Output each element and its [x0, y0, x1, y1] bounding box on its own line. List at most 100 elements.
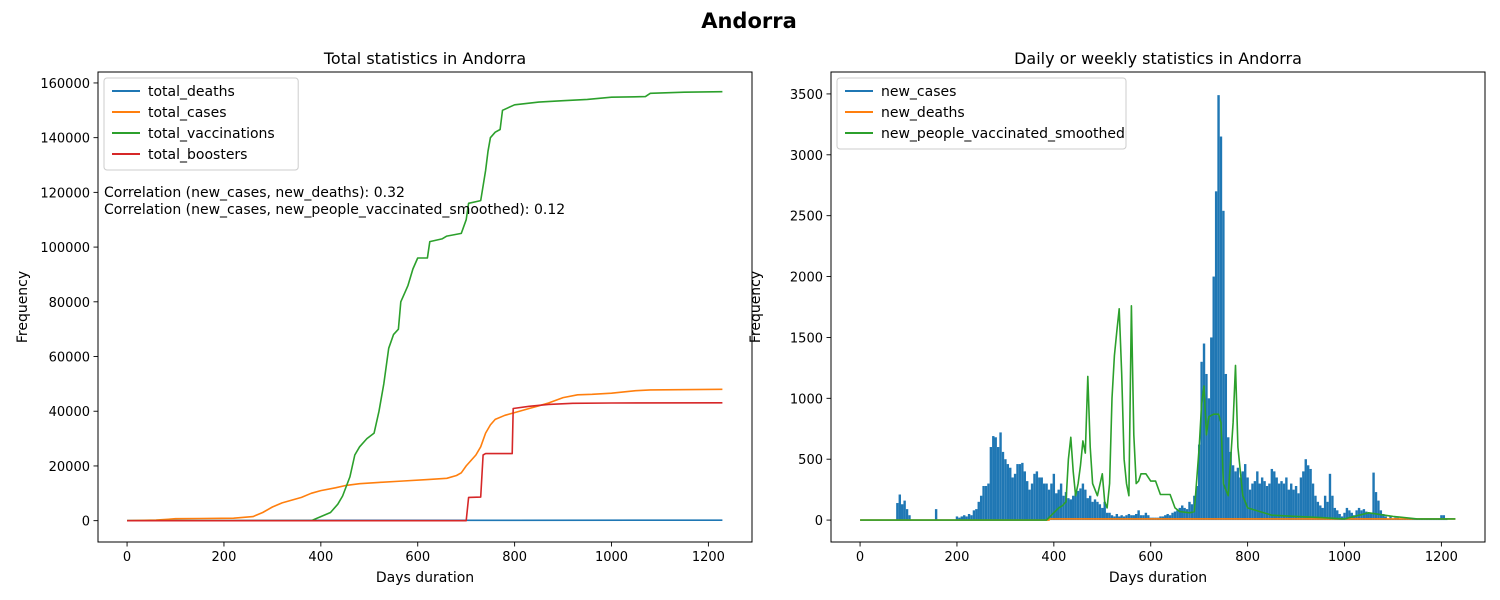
series-line-total_boosters [127, 402, 723, 522]
bar-new_cases-183 [1382, 513, 1385, 521]
bar-new_cases-128 [1248, 489, 1252, 521]
bar-new_cases-159 [1323, 495, 1327, 521]
bar-new_cases-162 [1331, 495, 1334, 521]
bar-new_cases-69 [1105, 512, 1109, 521]
x-tick-label: 200 [212, 550, 237, 565]
bar-new_cases-36 [1026, 481, 1029, 521]
legend-box [836, 77, 1127, 150]
chart-title: Daily or weekly statistics in Andorra [1014, 49, 1302, 68]
bar-new_cases-120 [1229, 451, 1232, 521]
bar-new_cases-134 [1263, 481, 1266, 521]
bar-new_cases-68 [1103, 501, 1106, 521]
bar-new_cases-51 [1062, 495, 1065, 521]
bar-new_cases-110 [1205, 373, 1208, 521]
bar-new_cases-118 [1224, 373, 1228, 521]
bar-new_cases-11 [965, 516, 968, 521]
bar-new_cases-116 [1219, 136, 1223, 521]
bar-new_cases-160 [1326, 501, 1329, 521]
bar-new_cases-54 [1069, 499, 1072, 521]
bar-new_cases-39 [1033, 473, 1036, 521]
bar-new_cases-49 [1057, 489, 1060, 521]
x-tick-label: 800 [502, 550, 527, 565]
legend-label-total_vaccinations: total_vaccinations [148, 126, 275, 142]
bar-new_cases-43 [1042, 483, 1046, 521]
x-tick-label: 400 [308, 550, 333, 565]
bar-new_cases-17 [979, 495, 983, 521]
bar-new_cases-86 [1147, 515, 1150, 521]
correlation-annotation: Correlation (new_cases, new_deaths): 0.3… [104, 185, 405, 201]
y-tick-label: 1000 [790, 392, 823, 407]
bar-new_cases-78 [1127, 513, 1131, 521]
y-tick-label: 60000 [49, 351, 90, 366]
bar-new_cases-48 [1055, 493, 1058, 521]
bar-new_cases-99 [1178, 507, 1181, 521]
bar-new_cases-149 [1299, 477, 1303, 521]
bar-new_cases-0 [896, 503, 899, 521]
bar-new_cases-107 [1197, 444, 1201, 521]
bar-new_cases-44 [1045, 483, 1048, 521]
bar-new_cases-111 [1207, 398, 1211, 521]
bar-new_cases-59 [1081, 483, 1085, 521]
bar-new_cases-40 [1035, 471, 1039, 521]
bar-new_cases-20 [987, 483, 990, 521]
bar-new_cases-52 [1064, 492, 1068, 521]
bar-new_cases-150 [1302, 471, 1305, 521]
legend-label-total_deaths: total_deaths [148, 84, 235, 100]
bar-new_cases-24 [996, 447, 1000, 521]
series-line-new_people_vaccinated_smoothed [860, 305, 1456, 521]
y-tick-label: 100000 [40, 241, 90, 256]
bar-new_cases-71 [1110, 515, 1114, 521]
bar-new_cases-169 [1348, 510, 1351, 521]
bar-new_cases-83 [1139, 515, 1143, 521]
bar-new_cases-131 [1256, 471, 1259, 521]
bar-new_cases-155 [1314, 495, 1317, 521]
x-tick-label: 1200 [692, 550, 725, 565]
bar-new_cases-145 [1290, 483, 1293, 521]
bar-new_cases-75 [1120, 515, 1123, 521]
total-statistics-chart: 0 200 400 600 800 1000 1200 0 20000 40000 60000 800… [15, 49, 753, 586]
bar-new_cases-96 [1171, 512, 1174, 521]
y-axis-label: Frequency [748, 271, 764, 343]
bar-new_cases-65 [1096, 501, 1099, 521]
x-tick-label: 1000 [595, 550, 628, 565]
bar-new_cases-112 [1210, 337, 1213, 521]
bar-new_cases-46 [1050, 483, 1053, 521]
plot-frame [830, 71, 1486, 543]
bar-new_cases-100 [1181, 505, 1184, 521]
plot-area [860, 95, 1456, 521]
bar-new_cases-41 [1038, 477, 1041, 521]
bar-new_cases-132 [1258, 483, 1261, 521]
bar-new_cases-8 [958, 517, 961, 521]
bar-new_cases-135 [1265, 485, 1269, 521]
bar-new_cases-158 [1321, 507, 1324, 521]
bar-new_cases-85 [1144, 512, 1148, 521]
bar-new_cases-176 [1365, 511, 1368, 521]
bar-new_cases-161 [1328, 473, 1332, 521]
bar-new_cases-15 [975, 509, 978, 521]
bar-new_cases-109 [1202, 343, 1206, 521]
legend-label-total_cases: total_cases [148, 105, 227, 121]
x-tick-label: 1000 [1328, 550, 1361, 565]
y-tick-label: 2500 [790, 210, 823, 225]
bar-new_cases-157 [1319, 505, 1322, 521]
bar-new_cases-28 [1006, 464, 1010, 521]
bar-new_cases-35 [1023, 471, 1026, 521]
bar-new_cases-152 [1306, 465, 1310, 521]
plot-area [127, 90, 723, 522]
bar-new_cases-53 [1067, 498, 1070, 521]
bar-new_cases-177 [1367, 512, 1370, 521]
bar-new_cases-3 [903, 500, 906, 521]
bar-new_cases-138 [1273, 471, 1276, 521]
bar-new_cases-106 [1195, 485, 1198, 521]
bar-new_cases-121 [1231, 465, 1235, 521]
bar-new_cases-60 [1084, 489, 1087, 521]
bar-new_cases-34 [1021, 462, 1024, 521]
correlation-annotation: Correlation (new_cases, new_people_vacci… [104, 202, 565, 218]
bar-new_cases-144 [1287, 489, 1290, 521]
bar-new_cases-1 [898, 494, 901, 521]
bar-new_cases-97 [1173, 511, 1177, 521]
bar-new_cases-123 [1236, 467, 1240, 521]
x-tick-label: 600 [405, 550, 430, 565]
bar-new_cases-142 [1282, 483, 1286, 521]
bar-new_cases-137 [1270, 468, 1274, 521]
